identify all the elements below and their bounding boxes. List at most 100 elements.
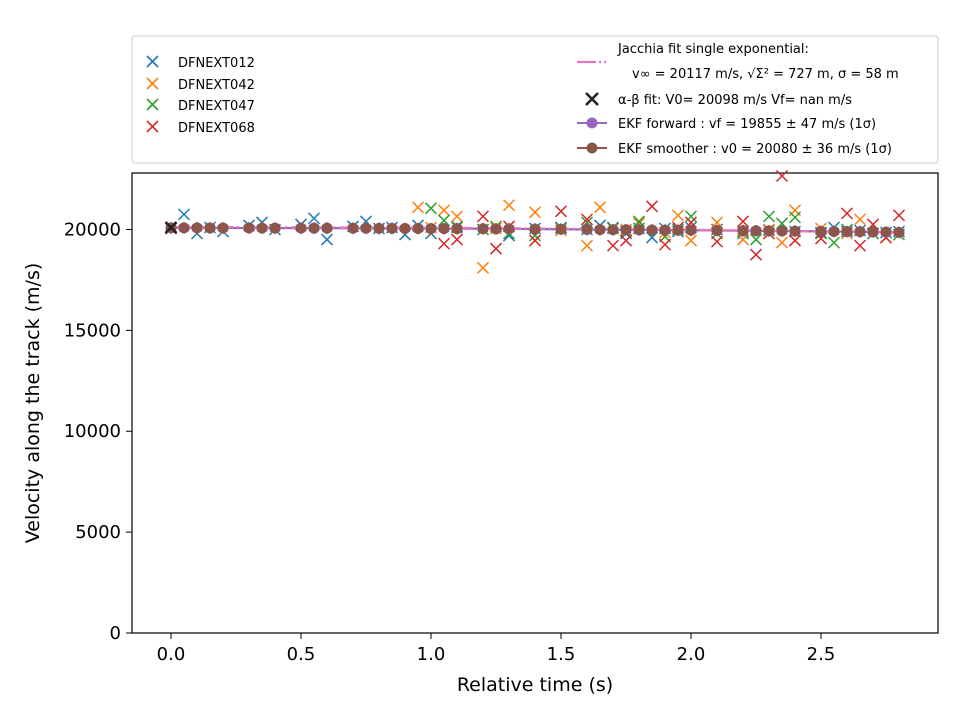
scatter-point-dfnext068 bbox=[450, 233, 464, 246]
scatter-point-dfnext012 bbox=[307, 212, 321, 225]
scatter-point-dfnext047 bbox=[827, 236, 841, 249]
scatter-point-dfnext068 bbox=[684, 216, 698, 229]
ekf-smoother-point bbox=[685, 224, 697, 237]
legend-entry-dfnext047: DFNEXT047 bbox=[146, 98, 255, 114]
legend-entry-ekf-forward: EKF forward : vf = 19855 ± 47 m/s (1σ) bbox=[577, 117, 876, 132]
ekf-smoother-point bbox=[750, 224, 762, 237]
scatter-point-dfnext068 bbox=[853, 239, 867, 252]
legend-marker-x-icon bbox=[146, 98, 159, 111]
scatter-point-dfnext042 bbox=[684, 234, 698, 247]
x-tick-label: 2.0 bbox=[677, 644, 706, 665]
legend-marker-x-icon bbox=[146, 120, 159, 133]
scatter-point-dfnext068 bbox=[489, 242, 503, 255]
scatter-point-dfnext012 bbox=[320, 233, 334, 246]
legend-jacchia-params: v∞ = 20117 m/s, √Σ² = 727 m, σ = 58 m bbox=[632, 67, 899, 82]
y-tick-label: 0 bbox=[110, 623, 121, 644]
legend-marker-x-icon bbox=[146, 55, 159, 68]
ekf-smoother-point bbox=[607, 223, 619, 236]
ekf-smoother-point bbox=[581, 223, 593, 236]
scatter-point-dfnext047 bbox=[762, 210, 776, 223]
legend-dot-icon bbox=[586, 117, 598, 129]
scatter-point-dfnext042 bbox=[476, 261, 490, 274]
scatter-point-dfnext068 bbox=[736, 215, 750, 228]
y-tick-label: 15000 bbox=[64, 320, 121, 341]
legend: DFNEXT012 DFNEXT042 DFNEXT047 DFNEXT068 … bbox=[131, 35, 939, 164]
y-tick-label: 10000 bbox=[64, 421, 121, 442]
scatter-point-dfnext042 bbox=[775, 236, 789, 249]
alpha-beta-fit-point bbox=[164, 221, 178, 234]
ekf-smoother-point bbox=[503, 222, 515, 235]
scatter-point-dfnext042 bbox=[593, 201, 607, 214]
scatter-point-dfnext042 bbox=[580, 239, 594, 252]
x-tick-label: 1.0 bbox=[417, 644, 446, 665]
ekf-smoother-point bbox=[789, 225, 801, 238]
scatter-point-dfnext042 bbox=[853, 213, 867, 226]
x-axis-label: Relative time (s) bbox=[457, 674, 613, 696]
ekf-smoother-point bbox=[490, 222, 502, 235]
legend-label: DFNEXT042 bbox=[178, 78, 255, 93]
ekf-smoother-point bbox=[191, 221, 203, 234]
legend-entry-dfnext042: DFNEXT042 bbox=[146, 77, 255, 93]
x-tick-label: 1.5 bbox=[547, 644, 576, 665]
scatter-point-dfnext068 bbox=[619, 234, 633, 247]
ekf-smoother-point bbox=[594, 223, 606, 236]
ekf-smoother-point bbox=[620, 223, 632, 236]
ekf-smoother-point bbox=[438, 222, 450, 235]
legend-alphabeta-label: α-β fit: V0= 20098 m/s Vf= nan m/s bbox=[618, 93, 852, 108]
marks-layer bbox=[164, 169, 906, 274]
ekf-smoother-point bbox=[659, 224, 671, 237]
ekf-smoother-point bbox=[412, 222, 424, 235]
scatter-point-dfnext047 bbox=[749, 233, 763, 246]
legend-ekf-smoother-label: EKF smoother : v0 = 20080 ± 36 m/s (1σ) bbox=[618, 142, 892, 157]
ekf-smoother-point bbox=[828, 225, 840, 238]
scatter-point-dfnext042 bbox=[528, 206, 542, 219]
ekf-smoother-point bbox=[399, 222, 411, 235]
legend-jacchia-title: Jacchia fit single exponential: bbox=[617, 42, 809, 57]
ekf-smoother-point bbox=[555, 223, 567, 236]
scatter-point-dfnext047 bbox=[437, 214, 451, 227]
scatter-point-dfnext068 bbox=[580, 213, 594, 226]
ekf-smoother-point bbox=[711, 224, 723, 237]
legend-label: DFNEXT068 bbox=[178, 121, 255, 136]
scatter-point-dfnext068 bbox=[840, 207, 854, 220]
ekf-smoother-point bbox=[321, 222, 333, 235]
scatter-point-dfnext068 bbox=[528, 234, 542, 247]
scatter-point-dfnext042 bbox=[671, 209, 685, 222]
scatter-point-dfnext068 bbox=[645, 200, 659, 213]
plot-frame bbox=[131, 172, 939, 634]
ekf-smoother-point bbox=[477, 222, 489, 235]
legend-ekf-forward-label: EKF forward : vf = 19855 ± 47 m/s (1σ) bbox=[618, 117, 876, 132]
ekf-smoother-point bbox=[763, 224, 775, 237]
legend-entry-jacchia: Jacchia fit single exponential: v∞ = 201… bbox=[577, 42, 899, 82]
ekf-smoother-point bbox=[646, 224, 658, 236]
legend-marker-x-icon bbox=[146, 77, 159, 90]
ekf-smoother-point bbox=[529, 223, 541, 236]
y-axis-label: Velocity along the track (m/s) bbox=[22, 263, 44, 544]
ekf-smoother-point bbox=[217, 221, 229, 234]
scatter-point-dfnext068 bbox=[749, 248, 763, 261]
y-tick-label: 20000 bbox=[64, 219, 121, 240]
legend-frame bbox=[131, 35, 939, 164]
scatter-point-dfnext068 bbox=[554, 205, 568, 218]
ekf-smoother-point bbox=[841, 225, 853, 238]
ekf-smoother-point bbox=[295, 222, 307, 235]
ekf-smoother-point bbox=[815, 225, 827, 238]
ekf-smoother-point bbox=[880, 226, 892, 239]
ekf-smoother-point bbox=[243, 221, 255, 234]
legend-label: DFNEXT047 bbox=[178, 99, 255, 114]
ekf-smoother-point bbox=[672, 224, 684, 237]
ekf-smoother-point bbox=[386, 222, 398, 235]
scatter-point-dfnext047 bbox=[788, 211, 802, 224]
ekf-smoother-point bbox=[373, 222, 385, 235]
ekf-smoother-point bbox=[737, 224, 749, 237]
scatter-point-dfnext068 bbox=[710, 235, 724, 248]
ekf-smoother-point bbox=[867, 225, 879, 238]
ekf-smoother-point bbox=[347, 222, 359, 235]
legend-marker-x-bold-icon bbox=[585, 92, 599, 106]
scatter-point-dfnext068 bbox=[658, 238, 672, 251]
scatter-point-dfnext012 bbox=[177, 208, 191, 221]
scatter-point-dfnext047 bbox=[424, 202, 438, 215]
scatter-point-dfnext068 bbox=[892, 209, 906, 222]
